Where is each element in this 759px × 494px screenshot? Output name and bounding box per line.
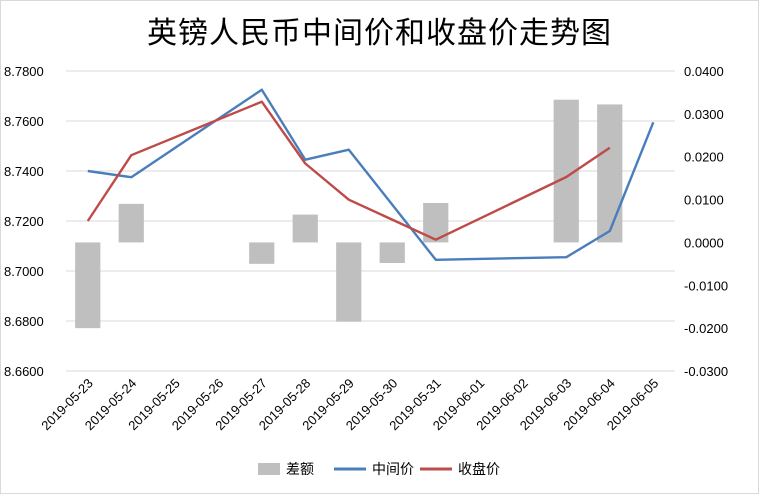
bar [597, 104, 623, 243]
x-axis-ticks: 2019-05-232019-05-242019-05-252019-05-26… [38, 376, 661, 434]
bar [118, 203, 144, 243]
legend: 差额 中间价 收盘价 [258, 461, 500, 478]
right-tick-label: 0.0100 [684, 193, 724, 208]
left-axis-ticks: 8.6600 8.6800 8.7000 8.7200 8.7400 8.7600 8.78… [4, 64, 44, 379]
right-tick-label: 0.0300 [684, 107, 724, 122]
legend-swatch [258, 463, 280, 475]
legend-label: 中间价 [372, 462, 414, 478]
left-tick-label: 8.6600 [4, 364, 44, 379]
bar [379, 242, 405, 263]
line-series [86, 88, 655, 261]
series-line-收盘价 [86, 100, 611, 241]
chart-title: 英镑人民币中间价和收盘价走势图 [147, 16, 612, 51]
right-tick-label: 0.0000 [684, 235, 724, 250]
bar [75, 242, 101, 329]
right-tick-label: -0.0300 [684, 364, 728, 379]
right-tick-label: 0.0400 [684, 64, 724, 79]
right-axis-ticks: -0.0300 -0.0200 -0.0100 0.0000 0.0100 0.0200 0… [684, 64, 728, 379]
left-tick-label: 8.7000 [4, 264, 44, 279]
left-tick-label: 8.7400 [4, 164, 44, 179]
bar [249, 242, 275, 264]
right-tick-label: -0.0100 [684, 278, 728, 293]
left-tick-label: 8.6800 [4, 314, 44, 329]
legend-label: 差额 [286, 462, 314, 478]
left-tick-label: 8.7600 [4, 114, 44, 129]
grid-lines [66, 70, 675, 372]
series-line-中间价 [87, 88, 655, 261]
left-tick-label: 8.7200 [4, 214, 44, 229]
right-tick-label: -0.0200 [684, 321, 728, 336]
left-tick-label: 8.7800 [4, 64, 44, 79]
bar [336, 242, 362, 322]
right-tick-label: 0.0200 [684, 150, 724, 165]
bar [292, 214, 318, 243]
bar-series-差额 [75, 99, 623, 329]
legend-label: 收盘价 [458, 461, 500, 478]
